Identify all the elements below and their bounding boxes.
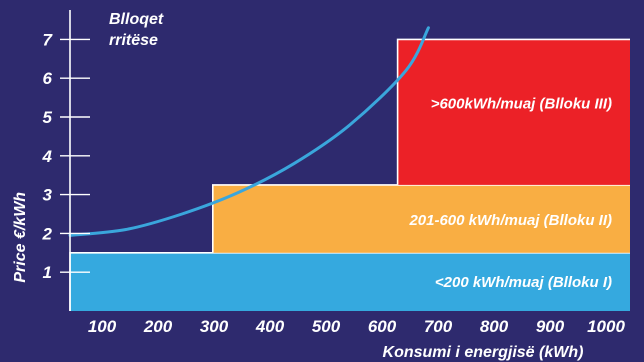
block-2-area (212, 184, 631, 253)
x-tick-label: 500 (312, 317, 341, 336)
x-tick-label: 1000 (587, 317, 625, 336)
block-3-edge (396, 38, 630, 185)
x-tick-label: 700 (424, 317, 453, 336)
price-curve (68, 26, 430, 237)
x-tick-label: 200 (143, 317, 173, 336)
y-tick-label: 4 (42, 147, 53, 166)
x-tick-label: 800 (480, 317, 509, 336)
x-tick-label: 900 (536, 317, 565, 336)
blocks-heading-line: Blloqet (109, 11, 164, 28)
block-2-label: 201-600 kWh/muaj (Blloku II) (408, 212, 612, 229)
block-1-label: <200 kWh/muaj (Blloku I) (435, 274, 612, 291)
blocks-layer (69, 38, 631, 311)
x-tick-label: 600 (368, 317, 397, 336)
x-tick-label: 400 (255, 317, 285, 336)
y-tick-label: 3 (43, 186, 53, 205)
axis-layer (60, 10, 90, 311)
x-tick-label: 100 (88, 317, 117, 336)
y-tick-label: 7 (43, 30, 54, 49)
y-tick-label: 5 (43, 108, 53, 127)
curve-layer (68, 26, 430, 237)
block-3-label: >600kWh/muaj (Blloku III) (431, 95, 612, 112)
block-3-area (397, 39, 630, 185)
text-layer: <200 kWh/muaj (Blloku I) 201-600 kWh/muaj… (12, 11, 625, 361)
y-tick-label: 1 (43, 263, 52, 282)
x-tick-label: 300 (200, 317, 229, 336)
block-1-area (70, 252, 630, 311)
y-tick-label: 2 (42, 224, 53, 243)
x-axis-title: Konsumi i energjisë (kWh) (383, 344, 584, 361)
y-tick-label: 6 (43, 69, 53, 88)
y-axis-title: Price €/kWh (12, 192, 29, 283)
blocks-heading-line: rritëse (109, 32, 158, 49)
